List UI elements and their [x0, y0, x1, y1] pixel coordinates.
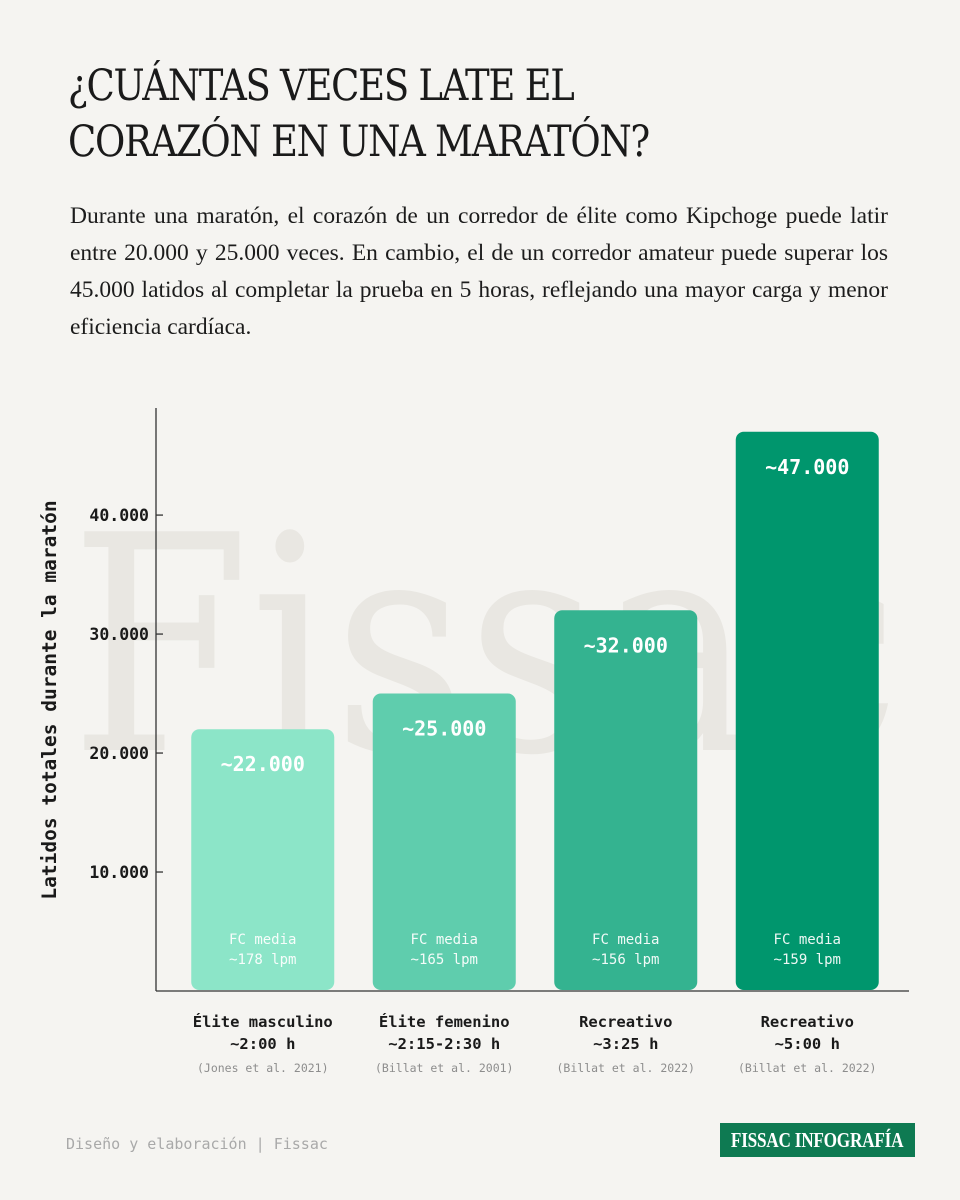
x-category-label: Recreativo: [761, 1013, 854, 1031]
x-category-label: Recreativo: [579, 1013, 672, 1031]
bar-value-label: ~25.000: [402, 717, 486, 741]
hr-label: FC media: [592, 932, 659, 948]
hr-value: ~178 lpm: [229, 952, 296, 968]
x-category-time: ~2:15-2:30 h: [388, 1035, 500, 1053]
chart-axes: [155, 408, 909, 992]
x-category-label: Élite femenino: [379, 1012, 510, 1031]
hr-label: FC media: [229, 932, 296, 948]
bar-value-label: ~22.000: [221, 752, 305, 776]
bar: [554, 610, 698, 990]
hr-value: ~159 lpm: [774, 952, 841, 968]
bar-value-label: ~32.000: [584, 633, 668, 657]
x-category-source: (Billat et al. 2022): [557, 1061, 695, 1075]
bar: [191, 729, 335, 990]
hr-value: ~156 lpm: [592, 952, 659, 968]
x-category-time: ~2:00 h: [230, 1035, 295, 1053]
page-title: ¿CUÁNTAS VECES LATE EL CORAZÓN EN UNA MA…: [68, 61, 650, 167]
x-category-time: ~3:25 h: [593, 1035, 658, 1053]
hr-label: FC media: [411, 932, 478, 948]
y-tick-label: 10.000: [89, 863, 149, 882]
bar-value-label: ~47.000: [765, 455, 849, 479]
x-category-source: (Billat et al. 2001): [375, 1061, 513, 1075]
x-category-label: Élite masculino: [193, 1012, 333, 1031]
y-tick-label: 20.000: [89, 744, 149, 763]
x-category-time: ~5:00 h: [775, 1035, 840, 1053]
x-category-source: (Jones et al. 2021): [197, 1061, 329, 1075]
hr-value: ~165 lpm: [411, 952, 478, 968]
x-labels: Élite masculino ~2:00 h (Jones et al. 2021…: [193, 1012, 877, 1075]
x-category-source: (Billat et al. 2022): [738, 1061, 876, 1075]
y-tick-label: 40.000: [89, 506, 149, 525]
bars: [191, 431, 879, 991]
brand-logo: FISSAC INFOGRAFÍA: [720, 1123, 915, 1157]
brand-text: FISSAC INFOGRAFÍA: [731, 1127, 904, 1152]
hr-label: FC media: [774, 932, 841, 948]
footer-credit: Diseño y elaboración | Fissac: [66, 1135, 328, 1153]
subtitle: Durante una maratón, el corazón de un co…: [70, 203, 888, 340]
y-axis-label: Latidos totales durante la maratón: [38, 500, 61, 899]
bar-labels: ~22.000 FC media ~178 lpm ~25.000 FC media ~1…: [221, 455, 850, 968]
bar: [735, 431, 879, 991]
bar: [372, 693, 516, 990]
y-tick-label: 30.000: [89, 625, 149, 644]
y-ticks: 10.000 20.000 30.000 40.000: [89, 506, 163, 882]
